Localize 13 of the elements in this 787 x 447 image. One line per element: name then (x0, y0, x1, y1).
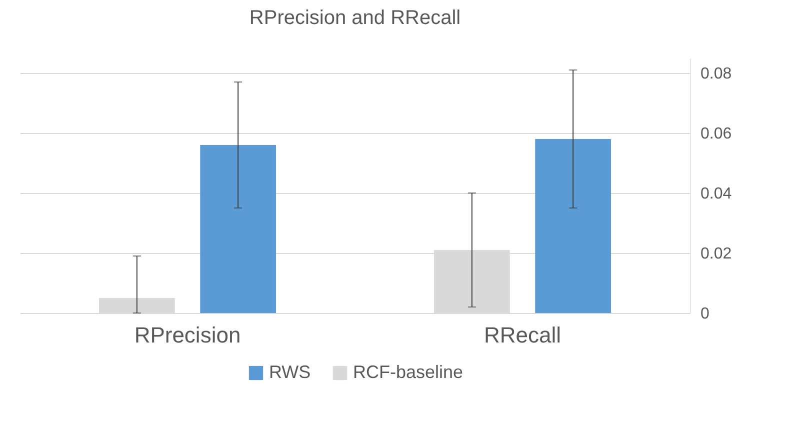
legend-label: RCF-baseline (353, 362, 464, 382)
bar (200, 145, 276, 313)
y-tick-label: 0.04 (700, 186, 732, 202)
bar (535, 139, 611, 313)
y-tick-label: 0.02 (700, 246, 732, 262)
bar (99, 298, 175, 313)
y-tick-label: 0.06 (700, 126, 732, 142)
legend-label: RWS (269, 362, 311, 382)
y-tick-label: 0 (700, 306, 710, 322)
x-tick-label: RRecall (484, 322, 562, 348)
x-tick-label: RPrecision (134, 322, 241, 348)
chart-title: RPrecision and RRecall (249, 7, 461, 29)
y-tick-label: 0.08 (700, 66, 732, 82)
